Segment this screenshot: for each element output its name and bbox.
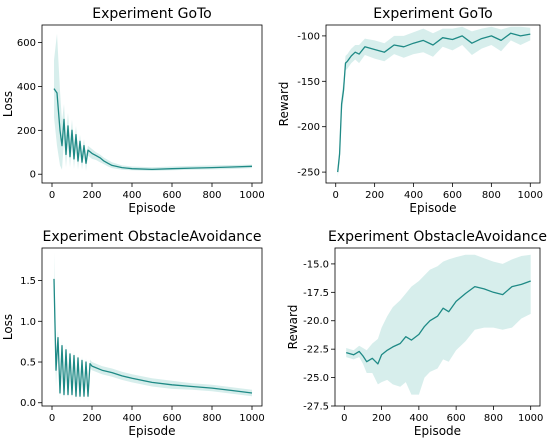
y-tick-label: 0.5 — [20, 358, 36, 369]
series-line — [53, 278, 253, 397]
x-tick-label: 600 — [162, 190, 181, 201]
confidence-band — [337, 26, 531, 177]
x-tick-label: 800 — [482, 190, 501, 201]
chart-title: Experiment GoTo — [92, 6, 212, 22]
x-tick-label: 1000 — [239, 190, 264, 201]
y-tick-label: 400 — [17, 82, 36, 93]
y-tick-label: -200 — [297, 122, 320, 133]
chart-title: Experiment ObstacleAvoidance — [43, 229, 262, 245]
y-tick-label: -17.5 — [303, 288, 329, 299]
plot-frame — [41, 247, 263, 407]
y-tick-label: -15.0 — [303, 259, 329, 270]
x-tick-label: 600 — [447, 413, 466, 424]
x-tick-label: 0 — [49, 190, 55, 201]
x-tick-label: 1000 — [239, 413, 264, 424]
y-axis-label: Reward — [286, 305, 300, 350]
y-tick-label: -20.0 — [303, 316, 329, 327]
series-line — [337, 32, 531, 173]
x-axis-label: Episode — [128, 201, 175, 215]
y-tick-label: 200 — [17, 126, 36, 137]
y-tick-label: -250 — [297, 168, 320, 179]
chart-title: Experiment GoTo — [373, 6, 493, 22]
chart-panel-1: Experiment GoTo 0 200 400 600 800 1000 0 200 400 6… — [1, 6, 265, 215]
y-tick-label: 1.0 — [20, 317, 36, 328]
y-tick-label: 0.0 — [20, 398, 36, 409]
y-tick-label: -100 — [297, 31, 320, 42]
confidence-band — [54, 252, 252, 402]
x-tick-label: 1000 — [518, 413, 543, 424]
x-tick-label: 800 — [202, 413, 221, 424]
x-axis-label: Episode — [128, 424, 175, 438]
confidence-band — [346, 254, 531, 395]
x-tick-label: 800 — [202, 190, 221, 201]
y-tick-label: 1.5 — [20, 276, 36, 287]
y-tick-label: 0 — [30, 170, 36, 181]
x-tick-label: 200 — [82, 190, 101, 201]
y-axis-label: Loss — [1, 314, 15, 340]
x-tick-label: 1000 — [518, 190, 543, 201]
x-tick-label: 200 — [82, 413, 101, 424]
plot-frame — [334, 247, 541, 407]
x-tick-label: 400 — [122, 413, 141, 424]
chart-panel-4: Experiment ObstacleAvoidance 0 200 400 600 80… — [286, 229, 547, 438]
x-tick-label: 800 — [484, 413, 503, 424]
y-tick-label: -22.5 — [303, 345, 329, 356]
x-tick-label: 200 — [365, 190, 384, 201]
y-tick-label: -150 — [297, 77, 320, 88]
x-tick-label: 600 — [162, 413, 181, 424]
x-tick-label: 0 — [341, 413, 347, 424]
x-tick-label: 400 — [409, 413, 428, 424]
chart-panel-3: Experiment ObstacleAvoidance 0 200 400 600 80… — [1, 229, 265, 438]
y-axis-label: Loss — [1, 91, 15, 117]
y-tick-label: -27.5 — [303, 402, 329, 413]
x-tick-label: 400 — [122, 190, 141, 201]
chart-title: Experiment ObstacleAvoidance — [328, 229, 547, 245]
x-tick-label: 400 — [404, 190, 423, 201]
x-tick-label: 200 — [372, 413, 391, 424]
x-tick-label: 0 — [333, 190, 339, 201]
x-axis-label: Episode — [409, 201, 456, 215]
y-tick-label: 600 — [17, 38, 36, 49]
series-line — [346, 280, 531, 365]
x-tick-label: 600 — [443, 190, 462, 201]
plot-frame — [325, 24, 541, 184]
chart-panel-2: Experiment GoTo 0 200 400 600 800 1000 -250 -200… — [277, 6, 543, 215]
x-axis-label: Episode — [414, 424, 461, 438]
plot-frame — [41, 24, 263, 184]
y-axis-label: Reward — [277, 82, 291, 127]
x-tick-label: 0 — [49, 413, 55, 424]
y-tick-label: -25.0 — [303, 373, 329, 384]
series-line — [53, 88, 253, 171]
